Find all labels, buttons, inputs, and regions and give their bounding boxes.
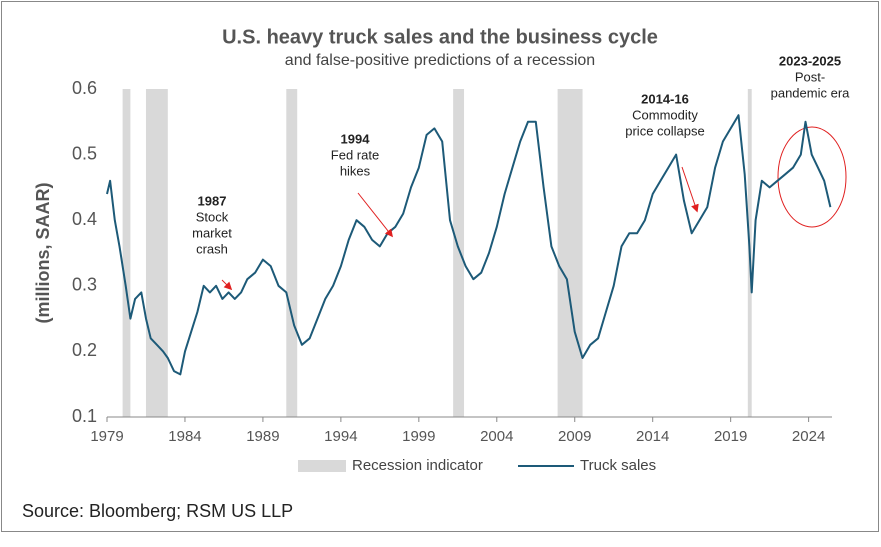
annotation-text: market bbox=[192, 225, 232, 240]
annotation-text: Fed rate bbox=[331, 147, 379, 162]
x-tick-label: 1994 bbox=[324, 428, 357, 445]
x-tick-label: 2009 bbox=[558, 428, 591, 445]
annotation-text: hikes bbox=[340, 163, 371, 178]
annotation-arrow bbox=[681, 166, 699, 213]
x-tick-label: 2024 bbox=[792, 428, 825, 445]
y-tick-label: 0.2 bbox=[72, 340, 97, 360]
annotation-title: 1987 bbox=[198, 193, 227, 208]
chart-title: U.S. heavy truck sales and the business … bbox=[222, 26, 658, 48]
source: Source: Bloomberg; RSM US LLP bbox=[22, 501, 293, 521]
annotation-text: Commodity bbox=[632, 107, 698, 122]
annotation-title: 2023-2025 bbox=[779, 53, 841, 68]
recession-band bbox=[453, 89, 465, 417]
annotation-title: 2014-16 bbox=[641, 91, 689, 106]
x-tick-label: 1984 bbox=[168, 428, 201, 445]
annotation-text: Post- bbox=[795, 69, 825, 84]
x-tick-label: 2004 bbox=[480, 428, 513, 445]
y-tick-label: 0.1 bbox=[72, 406, 97, 426]
frame bbox=[1, 1, 879, 532]
recession-band bbox=[286, 89, 298, 417]
recession-band bbox=[145, 89, 168, 417]
annotation-arrow bbox=[357, 192, 393, 238]
x-tick-label: 1979 bbox=[90, 428, 123, 445]
x-tick-label: 2014 bbox=[636, 428, 669, 445]
line-series bbox=[106, 114, 832, 376]
legend-swatch bbox=[298, 460, 346, 472]
annotation-arrow bbox=[221, 279, 233, 291]
x-tick-label: 2019 bbox=[714, 428, 747, 445]
x-tick-label: 1999 bbox=[402, 428, 435, 445]
annotation-text: pandemic era bbox=[771, 85, 851, 100]
highlight-ellipse bbox=[777, 126, 847, 228]
legend-label: Recession indicator bbox=[352, 457, 483, 474]
y-axis-label: (millions, SAAR) bbox=[33, 182, 53, 323]
recession-band bbox=[557, 89, 583, 417]
annotation-text: price collapse bbox=[625, 123, 705, 138]
y-tick-label: 0.3 bbox=[72, 275, 97, 295]
recession-band bbox=[122, 89, 131, 417]
x-tick-label: 1989 bbox=[246, 428, 279, 445]
y-tick-label: 0.5 bbox=[72, 143, 97, 163]
y-tick-label: 0.6 bbox=[72, 78, 97, 98]
legend-label: Truck sales bbox=[580, 457, 656, 474]
chart-subtitle: and false-positive predictions of a rece… bbox=[285, 52, 595, 69]
annotation-text: Stock bbox=[196, 209, 229, 224]
annotation-title: 1994 bbox=[341, 131, 371, 146]
y-tick-label: 0.4 bbox=[72, 209, 97, 229]
annotation-text: crash bbox=[196, 241, 228, 256]
